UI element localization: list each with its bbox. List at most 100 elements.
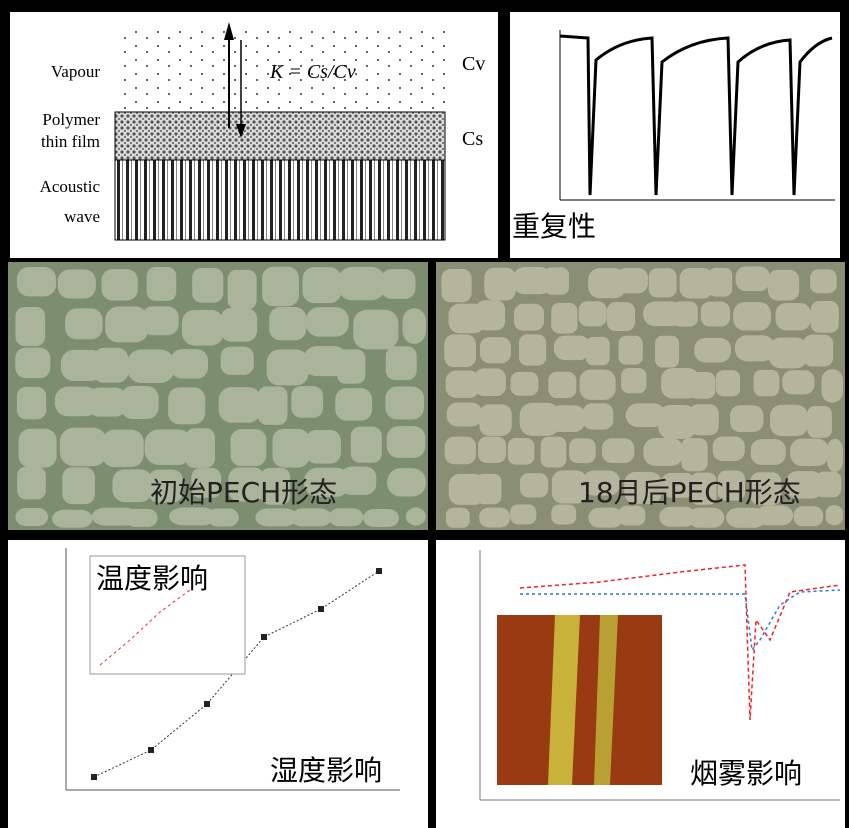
cell bbox=[171, 349, 208, 379]
cell bbox=[402, 308, 426, 344]
cell bbox=[815, 472, 841, 498]
cell bbox=[62, 467, 95, 504]
cell bbox=[353, 310, 398, 350]
panel-label: 烟雾影响 bbox=[690, 757, 802, 790]
cell bbox=[147, 267, 177, 301]
cell bbox=[810, 269, 837, 293]
cell bbox=[445, 437, 476, 465]
cell bbox=[329, 508, 364, 526]
cell bbox=[121, 386, 159, 419]
cell bbox=[340, 467, 376, 495]
cell bbox=[19, 429, 57, 468]
cell bbox=[185, 428, 215, 468]
cell bbox=[267, 349, 309, 385]
cell bbox=[479, 507, 510, 527]
cell bbox=[583, 403, 613, 429]
cell bbox=[290, 508, 332, 526]
cell bbox=[826, 505, 843, 525]
cell bbox=[476, 474, 501, 504]
page: Vapour Polymer thin film Acoustic wave K… bbox=[0, 0, 849, 828]
cell bbox=[508, 438, 535, 465]
cell bbox=[17, 267, 56, 296]
cell bbox=[680, 268, 714, 299]
cell bbox=[689, 404, 719, 435]
cell bbox=[476, 300, 505, 330]
cell bbox=[65, 308, 102, 339]
cell bbox=[478, 437, 506, 463]
cell bbox=[716, 370, 740, 396]
cell bbox=[672, 301, 698, 326]
cell bbox=[338, 267, 386, 300]
label: thin film bbox=[41, 132, 100, 151]
cell bbox=[228, 270, 257, 309]
cell bbox=[730, 405, 763, 432]
cell bbox=[363, 509, 399, 527]
cell bbox=[58, 270, 96, 299]
cell bbox=[649, 268, 677, 297]
cell bbox=[554, 336, 591, 360]
cell bbox=[769, 337, 808, 368]
acoustic-layer bbox=[115, 160, 445, 240]
cell bbox=[168, 387, 205, 424]
cell bbox=[694, 338, 731, 363]
cell bbox=[387, 426, 426, 458]
cell bbox=[306, 430, 341, 464]
cell bbox=[219, 387, 261, 423]
cell bbox=[337, 349, 365, 383]
panel-label: 重复性 bbox=[512, 210, 596, 243]
cell bbox=[621, 368, 646, 393]
cell bbox=[821, 369, 843, 402]
label: Vapour bbox=[51, 62, 100, 81]
cell bbox=[102, 430, 144, 467]
cell bbox=[544, 267, 569, 294]
cell bbox=[52, 510, 93, 528]
cell bbox=[794, 506, 824, 526]
cell bbox=[550, 405, 585, 432]
cell bbox=[208, 508, 239, 526]
cell bbox=[643, 438, 683, 466]
cell bbox=[262, 267, 299, 306]
cell bbox=[446, 508, 470, 528]
figure-collage: Vapour Polymer thin film Acoustic wave K… bbox=[0, 0, 849, 828]
cell bbox=[803, 335, 833, 367]
cell bbox=[406, 508, 426, 526]
cell bbox=[588, 508, 623, 528]
cell bbox=[580, 370, 616, 400]
cell bbox=[15, 508, 48, 526]
cell bbox=[335, 388, 372, 421]
cell bbox=[381, 269, 416, 299]
afm-inset bbox=[497, 615, 662, 785]
equation: K = Cs/Cv bbox=[269, 61, 356, 83]
sensor-panel: Vapour Polymer thin film Acoustic wave K… bbox=[10, 12, 498, 258]
cell bbox=[688, 372, 715, 399]
cell bbox=[387, 468, 426, 496]
cell bbox=[751, 439, 786, 465]
label: Acoustic bbox=[40, 177, 101, 196]
cell bbox=[510, 504, 536, 524]
cell bbox=[192, 268, 223, 303]
polymer-layer bbox=[115, 112, 445, 160]
cell bbox=[790, 439, 829, 466]
cell bbox=[269, 307, 306, 340]
cell bbox=[479, 404, 511, 436]
cell bbox=[733, 302, 771, 330]
cell bbox=[548, 372, 576, 398]
humidity-panel: 温度影响 湿度影响 bbox=[8, 540, 428, 828]
panel-label: 18月后PECH形态 bbox=[578, 476, 801, 509]
cell bbox=[93, 348, 128, 383]
cell bbox=[60, 428, 107, 467]
cell bbox=[569, 438, 596, 463]
cell bbox=[16, 307, 46, 346]
cell bbox=[681, 438, 707, 471]
cell bbox=[586, 337, 610, 365]
cell bbox=[776, 303, 811, 330]
cell bbox=[827, 439, 843, 472]
cell bbox=[386, 346, 417, 380]
cell bbox=[754, 370, 780, 396]
repeatability-panel: 重复性 bbox=[510, 12, 840, 258]
cell bbox=[351, 427, 382, 463]
cell bbox=[385, 386, 424, 419]
cell bbox=[15, 348, 50, 379]
cell bbox=[125, 509, 157, 527]
cell bbox=[145, 429, 193, 465]
